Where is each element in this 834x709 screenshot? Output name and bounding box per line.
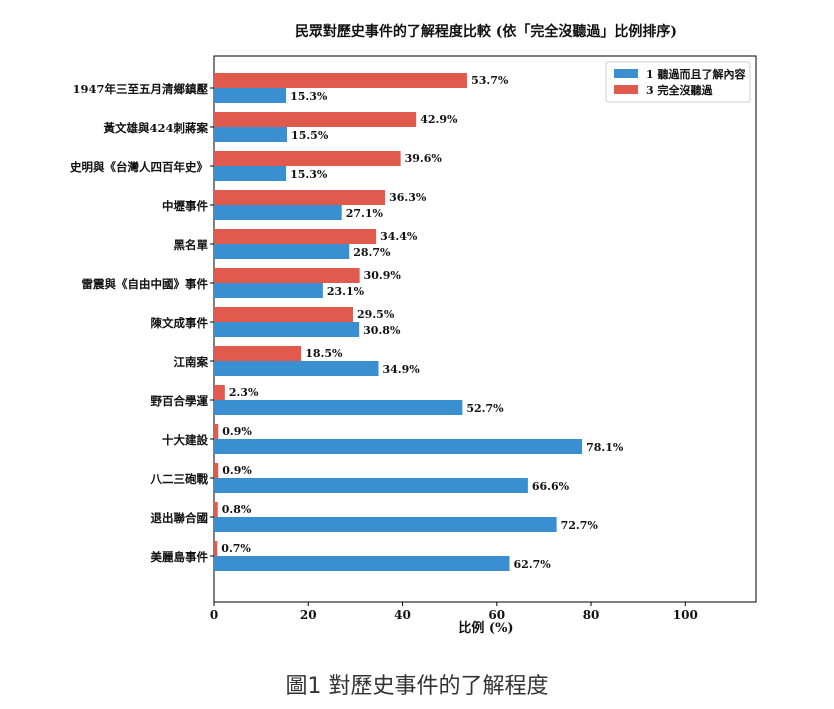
bar-heard-understand	[214, 361, 379, 376]
category-label: 中壢事件	[162, 199, 208, 213]
bar-chart: 民眾對歷史事件的了解程度比較 (依「完全沒聽過」比例排序) 53.7% 15.3%…	[70, 23, 757, 636]
data-label-never-heard: 0.8%	[222, 503, 252, 516]
category-label: 雷震與《自由中國》事件	[82, 277, 209, 291]
bar-heard-understand	[214, 283, 323, 298]
x-tick-label: 20	[300, 608, 317, 622]
category-label: 八二三砲戰	[150, 472, 209, 486]
bar-never-heard	[214, 229, 377, 244]
data-label-heard-understand: 72.7%	[561, 519, 599, 532]
data-label-never-heard: 39.6%	[405, 152, 443, 165]
category-labels: 1947年三至五月清鄉鎮壓黃文雄與424刺蔣案史明與《台灣人四百年史》中壢事件黑…	[70, 82, 214, 564]
category-label: 史明與《台灣人四百年史》	[70, 160, 208, 174]
legend-swatch	[614, 85, 638, 94]
data-label-heard-understand: 66.6%	[532, 480, 570, 493]
data-label-heard-understand: 15.3%	[290, 168, 328, 181]
x-tick-label: 0	[210, 608, 218, 622]
bar-never-heard	[214, 190, 386, 205]
data-label-never-heard: 2.3%	[229, 386, 259, 399]
legend-label: 3 完全沒聽過	[646, 83, 713, 97]
data-label-heard-understand: 15.5%	[291, 129, 329, 142]
category-label: 陳文成事件	[151, 316, 209, 330]
data-label-heard-understand: 62.7%	[514, 558, 552, 571]
figure-caption: 圖1 對歷史事件的了解程度	[285, 674, 549, 699]
category-label: 黃文雄與424刺蔣案	[102, 121, 208, 135]
bar-never-heard	[214, 151, 401, 166]
bar-heard-understand	[214, 478, 528, 493]
category-label: 十大建設	[162, 433, 208, 447]
data-label-never-heard: 18.5%	[305, 347, 343, 360]
x-tick-label: 100	[673, 608, 698, 622]
x-tick-label: 80	[583, 608, 600, 622]
x-tick-label: 60	[488, 608, 505, 622]
x-tick-label: 40	[394, 608, 411, 622]
data-label-heard-understand: 23.1%	[327, 285, 365, 298]
bar-never-heard	[214, 268, 360, 283]
bar-never-heard	[214, 307, 354, 322]
bar-never-heard	[214, 541, 218, 556]
category-label: 黑名單	[174, 238, 209, 252]
bar-never-heard	[214, 112, 417, 127]
bar-heard-understand	[214, 556, 510, 571]
bar-heard-understand	[214, 127, 288, 142]
category-label: 退出聯合國	[151, 511, 209, 525]
data-label-never-heard: 42.9%	[420, 113, 458, 126]
bar-never-heard	[214, 73, 468, 88]
x-axis: 0 20 40 60 80 100	[210, 602, 698, 622]
legend-label: 1 聽過而且了解內容	[646, 67, 745, 81]
category-label: 野百合學運	[151, 394, 209, 408]
data-label-heard-understand: 27.1%	[346, 207, 384, 220]
data-label-heard-understand: 34.9%	[382, 363, 420, 376]
data-label-never-heard: 34.4%	[380, 230, 418, 243]
category-label: 1947年三至五月清鄉鎮壓	[72, 82, 208, 96]
data-label-heard-understand: 30.8%	[363, 324, 401, 337]
bar-never-heard	[214, 346, 302, 361]
bar-heard-understand	[214, 205, 342, 220]
data-label-never-heard: 0.9%	[222, 425, 252, 438]
data-label-never-heard: 29.5%	[357, 308, 395, 321]
data-label-heard-understand: 52.7%	[466, 402, 504, 415]
data-label-never-heard: 36.3%	[389, 191, 427, 204]
bar-never-heard	[214, 424, 219, 439]
bar-heard-understand	[214, 244, 350, 259]
bar-heard-understand	[214, 400, 463, 415]
bars-group: 53.7% 15.3% 42.9% 15.5% 39.6% 15.3% 36.3% 27.1%…	[214, 73, 624, 571]
data-label-never-heard: 0.7%	[221, 542, 251, 555]
legend: 1 聽過而且了解內容 3 完全沒聽過	[605, 61, 751, 103]
category-label: 江南案	[174, 355, 209, 369]
bar-heard-understand	[214, 517, 557, 532]
bar-never-heard	[214, 463, 219, 478]
bar-heard-understand	[214, 322, 360, 337]
category-label: 美麗島事件	[151, 550, 209, 564]
data-label-never-heard: 53.7%	[471, 74, 509, 87]
x-axis-label: 比例 (%)	[458, 620, 513, 636]
data-label-never-heard: 0.9%	[222, 464, 252, 477]
legend-swatch	[614, 69, 638, 78]
bar-never-heard	[214, 385, 225, 400]
data-label-heard-understand: 28.7%	[353, 246, 391, 259]
data-label-never-heard: 30.9%	[364, 269, 402, 282]
bar-heard-understand	[214, 166, 287, 181]
data-label-heard-understand: 15.3%	[290, 90, 328, 103]
legend-box	[605, 61, 751, 103]
bar-heard-understand	[214, 439, 583, 454]
bar-heard-understand	[214, 88, 287, 103]
bar-never-heard	[214, 502, 218, 517]
data-label-heard-understand: 78.1%	[586, 441, 624, 454]
chart-title: 民眾對歷史事件的了解程度比較 (依「完全沒聽過」比例排序)	[295, 23, 677, 40]
